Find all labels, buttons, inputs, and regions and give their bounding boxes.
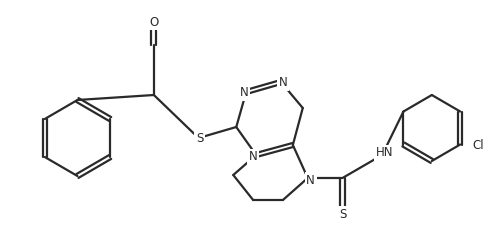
Text: S: S bbox=[339, 207, 346, 221]
Text: HN: HN bbox=[375, 147, 393, 160]
Text: N: N bbox=[306, 174, 315, 186]
Text: O: O bbox=[149, 16, 158, 28]
Text: Cl: Cl bbox=[472, 139, 484, 152]
Text: N: N bbox=[249, 150, 258, 164]
Text: N: N bbox=[240, 87, 248, 99]
Text: N: N bbox=[278, 76, 287, 90]
Text: S: S bbox=[196, 133, 203, 145]
